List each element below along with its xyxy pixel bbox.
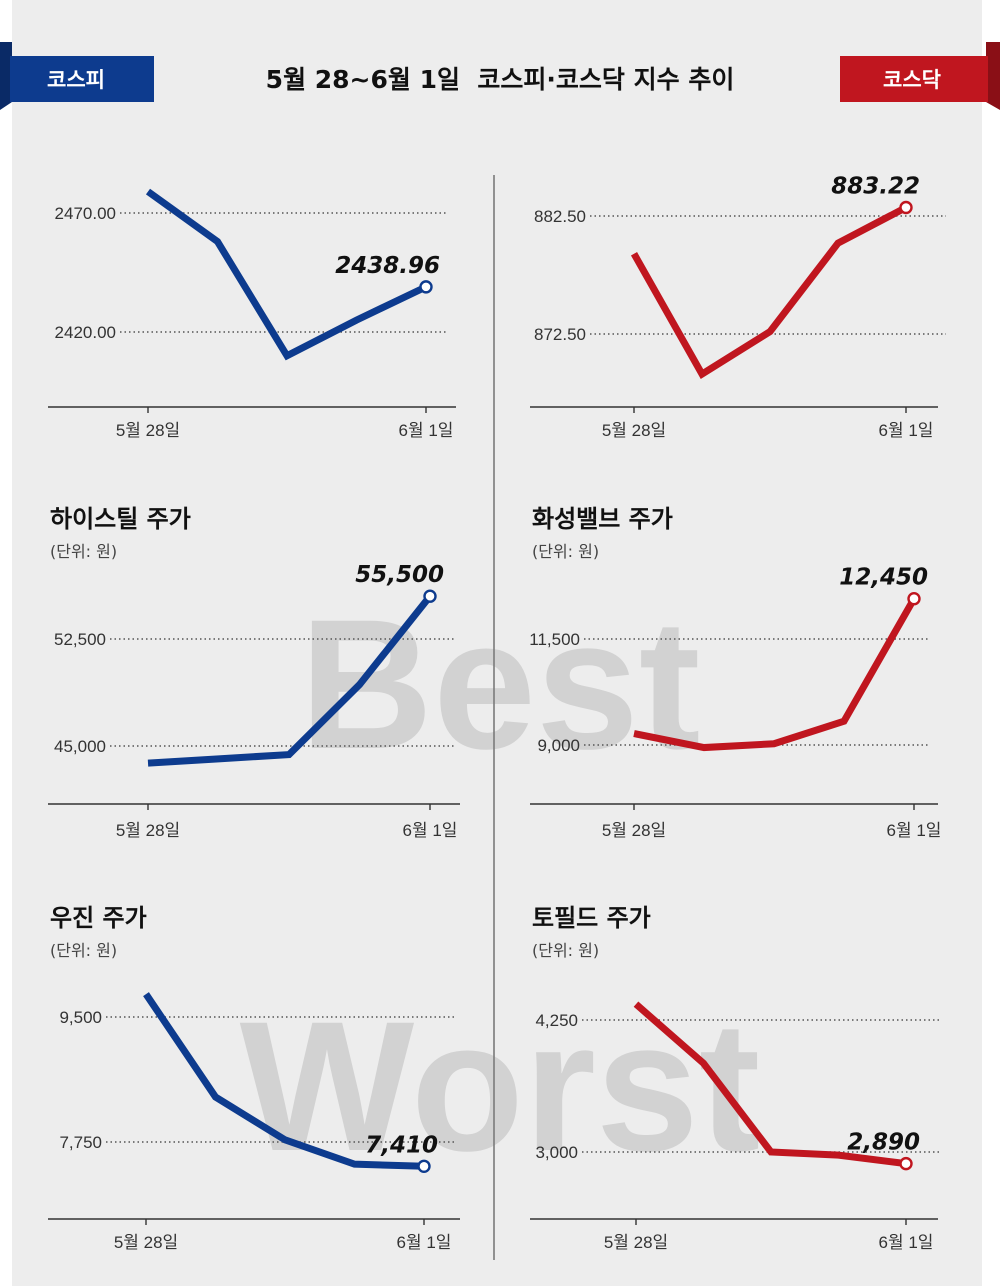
x-tick-label: 6월 1일: [397, 1233, 452, 1252]
chart-hwasung: 화성밸브 주가 (단위: 원) 11,500 9,000 5월 28일 6월 1일 12,4…: [529, 505, 941, 840]
x-tick-label: 6월 1일: [403, 821, 458, 840]
x-tick-label: 5월 28일: [116, 821, 180, 840]
chart-tofield: 토필드 주가 (단위: 원) 4,250 3,000 5월 28일 6월 1일 2,890: [530, 904, 940, 1252]
x-tick-label: 5월 28일: [602, 421, 666, 440]
x-tick-label: 5월 28일: [114, 1233, 178, 1252]
x-tick-label: 5월 28일: [116, 421, 180, 440]
y-tick-label: 11,500: [529, 630, 580, 649]
end-value-label: 7,410: [365, 1132, 438, 1158]
series-line-tofield: [633, 1001, 907, 1168]
x-tick-label: 5월 28일: [602, 821, 666, 840]
series-line-kospi: [145, 188, 428, 361]
y-tick-label: 882.50: [534, 207, 586, 226]
chart-title-hwasung: 화성밸브 주가: [532, 505, 673, 533]
x-tick-label: 5월 28일: [604, 1233, 668, 1252]
chart-kospi: 2470.00 2420.00 5월 28일 6월 1일 2438.96: [48, 188, 456, 440]
end-point-marker: [899, 200, 913, 215]
x-tick-label: 6월 1일: [399, 421, 454, 440]
chart-title-woojin: 우진 주가: [50, 904, 147, 932]
end-point-marker: [419, 280, 433, 294]
series-line-woojin: [143, 992, 425, 1170]
y-tick-label: 9,000: [537, 736, 580, 755]
series-line-kosdaq: [630, 204, 908, 380]
y-tick-label: 52,500: [54, 630, 106, 649]
series-line-hystiel: [147, 594, 433, 767]
chart-unit-hystiel: (단위: 원): [50, 542, 117, 561]
end-point-marker: [423, 589, 437, 603]
y-tick-label: 45,000: [54, 737, 106, 756]
main-title: 5월 28~6월 1일 코스피·코스닥 지수 추이: [266, 65, 735, 94]
series-line-hwasung: [633, 596, 918, 752]
chart-unit-woojin: (단위: 원): [50, 941, 117, 960]
end-value-label: 2,890: [847, 1130, 920, 1156]
watermark-worst: Worst: [240, 984, 761, 1190]
chart-hystiel: 하이스틸 주가 (단위: 원) 52,500 45,000 5월 28일 6월 1일 55,…: [48, 505, 460, 840]
end-value-label: 883.22: [831, 174, 920, 200]
end-value-label: 12,450: [839, 565, 928, 591]
end-point-marker: [899, 1156, 913, 1171]
x-tick-label: 6월 1일: [879, 1233, 934, 1252]
chart-unit-tofield: (단위: 원): [532, 941, 599, 960]
kospi-tag-label: 코스피: [47, 68, 105, 92]
end-value-label: 2438.96: [335, 253, 440, 279]
chart-unit-hwasung: (단위: 원): [532, 542, 599, 561]
y-tick-label: 9,500: [59, 1008, 102, 1027]
kosdaq-tag: 코스닥: [840, 42, 1000, 110]
charts-group: 2470.00 2420.00 5월 28일 6월 1일 2438.96 882.50 87…: [48, 174, 946, 1252]
y-tick-label: 4,250: [535, 1011, 578, 1030]
y-tick-label: 872.50: [534, 325, 586, 344]
y-tick-label: 2420.00: [55, 323, 116, 342]
end-point-marker: [907, 592, 921, 606]
chart-kosdaq: 882.50 872.50 5월 28일 6월 1일 883.22: [530, 174, 946, 440]
x-tick-label: 6월 1일: [879, 421, 934, 440]
y-tick-label: 2470.00: [55, 204, 116, 223]
y-tick-label: 7,750: [59, 1133, 102, 1152]
end-point-marker: [417, 1159, 431, 1173]
kosdaq-tag-label: 코스닥: [883, 68, 941, 92]
y-tick-label: 3,000: [535, 1143, 578, 1162]
watermark-best: Best: [300, 582, 701, 788]
chart-woojin: 우진 주가 (단위: 원) 9,500 7,750 5월 28일 6월 1일 7,410: [48, 904, 460, 1252]
chart-title-tofield: 토필드 주가: [532, 904, 651, 932]
end-value-label: 55,500: [355, 562, 444, 588]
x-tick-label: 6월 1일: [887, 821, 942, 840]
kospi-tag: 코스피: [0, 42, 154, 110]
chart-title-hystiel: 하이스틸 주가: [50, 505, 191, 533]
